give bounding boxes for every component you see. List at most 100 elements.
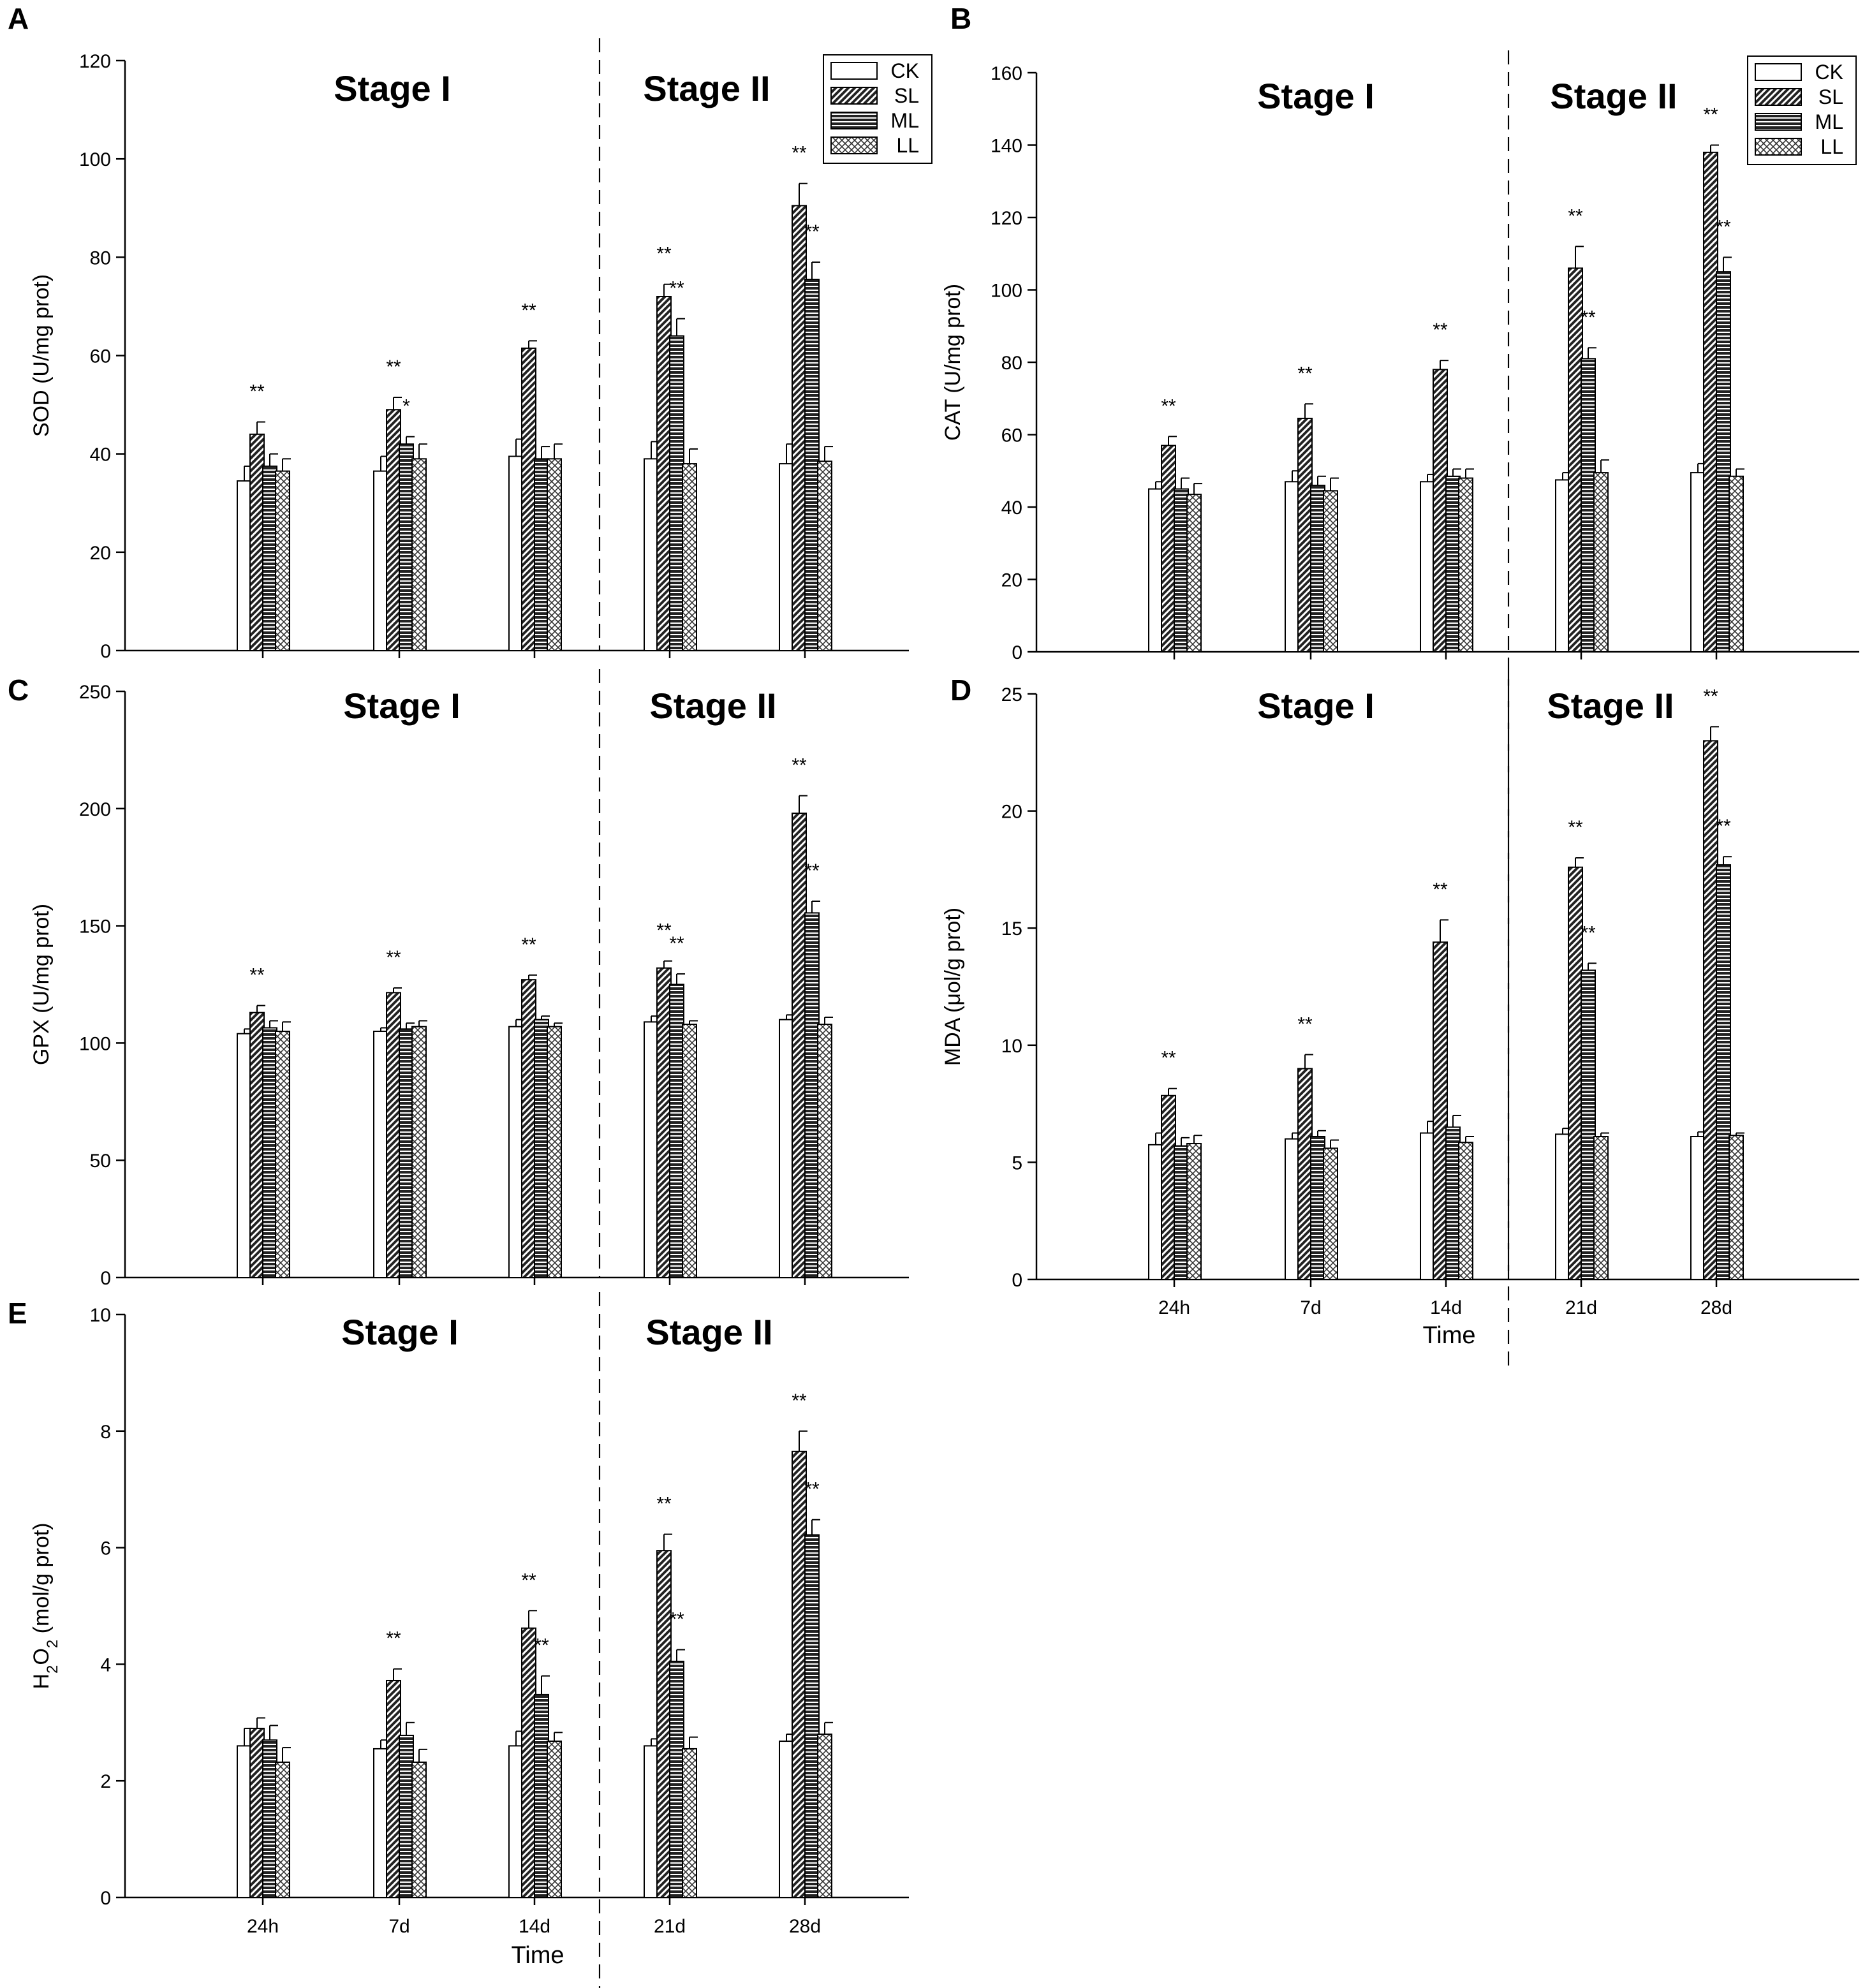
y-tick-label: 120 — [79, 51, 111, 72]
significance-marker: ** — [669, 1609, 684, 1630]
y-tick-label: 50 — [90, 1151, 111, 1172]
bar-ll — [411, 458, 427, 651]
bar-ck — [1690, 1136, 1706, 1281]
significance-marker: ** — [249, 965, 265, 986]
bar-ll — [411, 1761, 427, 1898]
stage-label-1: Stage I — [334, 68, 451, 108]
bar-ll — [411, 1026, 427, 1278]
significance-marker: ** — [386, 947, 401, 968]
bar-ml — [399, 443, 414, 651]
panel-e: E 0 2 4 6 8 10 24h 7d 14d 21d 28d H2O2 (mol/g prot) S… — [8, 1292, 909, 1988]
bar-sl — [521, 979, 536, 1278]
x-tick-label: 14d — [519, 1916, 550, 1937]
bar-ck — [1285, 1138, 1300, 1281]
stage-label-2: Stage II — [649, 686, 776, 726]
bar-ck — [373, 1748, 388, 1898]
bar-sl — [656, 1550, 672, 1898]
bar-sl — [656, 967, 672, 1278]
significance-marker: ** — [386, 357, 401, 378]
bar-sl — [249, 1727, 265, 1898]
y-tick-label: 40 — [90, 445, 111, 466]
bar-ck — [508, 1026, 524, 1278]
y-axis-title: GPX (U/mg prot) — [29, 904, 54, 1065]
y-tick-label: 0 — [1012, 642, 1022, 663]
bar-ll — [1729, 1135, 1744, 1280]
significance-marker: ** — [386, 1628, 401, 1649]
bar-ck — [779, 1019, 794, 1278]
legend-label: LL — [896, 134, 919, 157]
bar-ll — [817, 1023, 832, 1278]
bar-ml — [669, 1660, 684, 1899]
y-tick-label: 200 — [79, 799, 111, 820]
bar-sl — [792, 205, 807, 652]
stage-label-2: Stage II — [643, 68, 770, 108]
bar-ml — [669, 335, 684, 652]
y-tick-label: 0 — [100, 1888, 111, 1909]
bar-ll — [682, 1023, 697, 1278]
bar-ll — [275, 1031, 290, 1279]
y-tick-label: 0 — [100, 1268, 111, 1289]
bar-ml — [1174, 488, 1189, 652]
significance-marker: ** — [656, 244, 672, 265]
bar-ck — [644, 1021, 659, 1279]
bar-ll — [682, 463, 697, 651]
bar-ck — [237, 480, 252, 651]
significance-marker: ** — [1716, 816, 1731, 837]
bar-ml — [534, 458, 549, 651]
y-tick-label: 5 — [1012, 1152, 1022, 1174]
stage-label-2: Stage II — [1550, 76, 1677, 116]
bar-ck — [1555, 1133, 1570, 1281]
bar-ll — [682, 1748, 697, 1898]
bar-sl — [521, 1627, 536, 1898]
bar-ml — [1581, 358, 1596, 652]
bar-ck — [237, 1745, 252, 1899]
x-axis-title: Time — [511, 1942, 564, 1969]
y-tick-label: 0 — [100, 641, 111, 662]
bar-sl — [1433, 369, 1448, 652]
legend-label: ML — [891, 109, 919, 132]
y-axis-title: H2O2 (mol/g prot) — [29, 1523, 61, 1690]
y-tick-label: 2 — [100, 1771, 111, 1792]
bar-ll — [275, 470, 290, 651]
significance-marker: ** — [792, 143, 807, 164]
y-tick-label: 6 — [100, 1538, 111, 1559]
bar-ll — [547, 1741, 562, 1899]
bar-ml — [804, 1534, 820, 1898]
bar-ll — [1323, 490, 1338, 653]
x-tick-label: 7d — [1300, 1297, 1321, 1318]
bar-ll — [1593, 472, 1609, 653]
significance-marker: ** — [1161, 395, 1176, 416]
legend-swatch-ml — [1755, 113, 1802, 131]
bar-ll — [1458, 477, 1473, 652]
panel-letter: E — [8, 1297, 27, 1330]
y-tick-label: 80 — [1001, 353, 1022, 374]
significance-marker: ** — [656, 920, 672, 941]
bar-sl — [1161, 445, 1176, 653]
significance-marker: ** — [656, 1494, 672, 1515]
bar-ml — [1581, 969, 1596, 1281]
panel-letter: C — [8, 674, 29, 707]
significance-marker: ** — [804, 221, 820, 242]
stage-label-1: Stage I — [1257, 686, 1375, 726]
bar-ml — [804, 279, 820, 652]
y-tick-label: 160 — [991, 63, 1022, 84]
legend-swatch-ll — [1755, 138, 1802, 156]
x-tick-label: 24h — [247, 1916, 279, 1937]
bar-ml — [534, 1693, 549, 1898]
bar-ck — [1555, 479, 1570, 652]
bar-sl — [386, 1679, 401, 1898]
panel-letter: B — [950, 2, 971, 35]
significance-marker: ** — [1433, 879, 1448, 900]
panel-letter: D — [950, 674, 971, 707]
y-tick-label: 25 — [1001, 684, 1022, 705]
significance-marker: ** — [804, 860, 820, 881]
panel-letter: A — [8, 2, 29, 35]
y-tick-label: 140 — [991, 136, 1022, 157]
significance-marker: ** — [1703, 686, 1718, 707]
x-tick-label: 24h — [1158, 1297, 1190, 1318]
bar-ml — [1445, 1126, 1461, 1280]
bar-sl — [386, 992, 401, 1278]
x-tick-label: 7d — [388, 1916, 409, 1937]
